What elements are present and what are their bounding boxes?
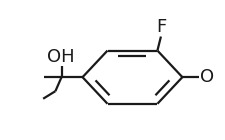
Text: F: F xyxy=(155,18,165,36)
Text: O: O xyxy=(199,68,213,86)
Text: OH: OH xyxy=(47,47,74,66)
